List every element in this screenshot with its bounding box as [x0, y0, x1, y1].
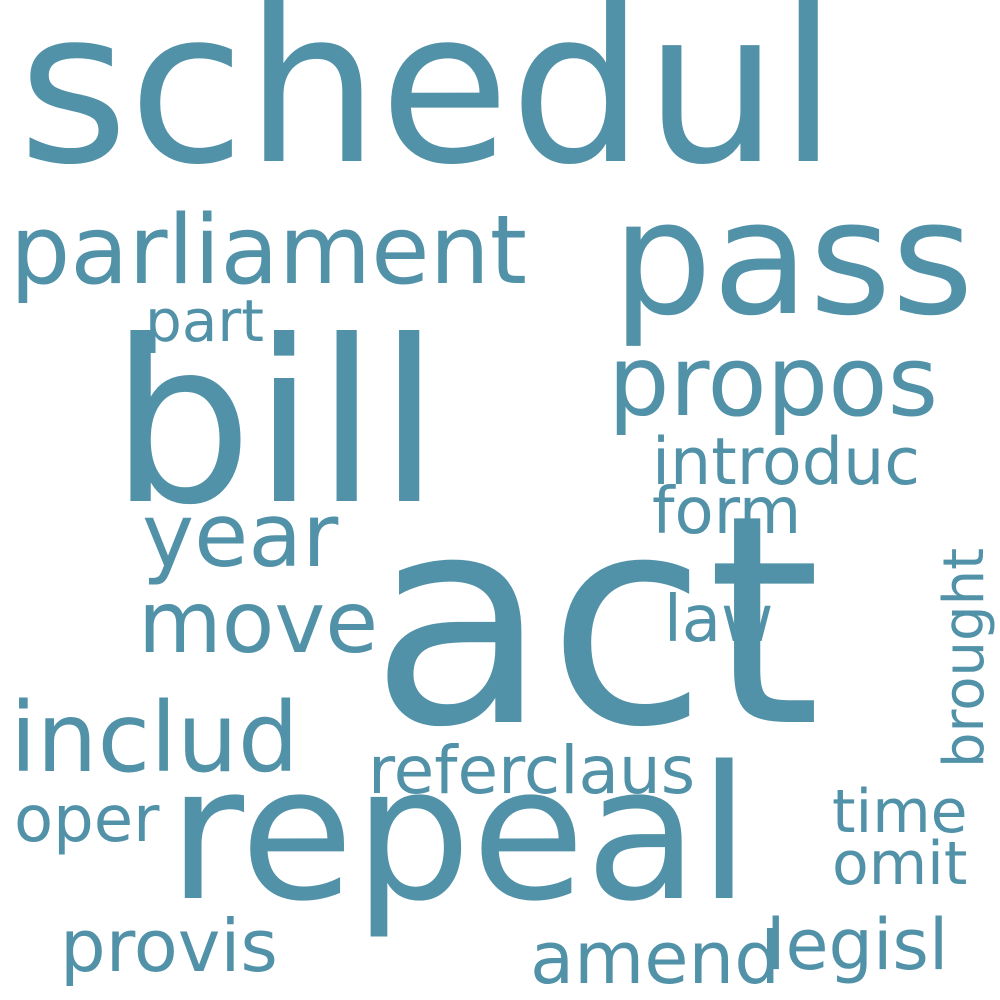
- word-provis: provis: [60, 904, 278, 988]
- word-introduc: introduc: [652, 425, 920, 500]
- word-move: move: [138, 573, 379, 673]
- word-parliament: parliament: [10, 196, 528, 306]
- word-pass: pass: [612, 167, 974, 351]
- word-omit: omit: [832, 829, 968, 899]
- word-year: year: [142, 484, 339, 587]
- word-repeal: repeal: [168, 726, 750, 942]
- word-part: part: [145, 287, 264, 355]
- word-propos: propos: [608, 325, 939, 438]
- word-legisl: legisl: [766, 904, 949, 986]
- word-schedul: schedul: [18, 0, 838, 211]
- word-form: form: [652, 475, 802, 549]
- word-amend: amend: [530, 916, 780, 1000]
- word-law: law: [664, 583, 774, 657]
- word-continu: continu: [0, 372, 18, 694]
- word-brought: brought: [931, 547, 997, 769]
- word-oper: oper: [14, 783, 160, 857]
- word-includ: includ: [10, 682, 299, 794]
- word-bill: bill: [110, 293, 441, 555]
- word-referclaus: referclaus: [368, 732, 696, 809]
- word-act: act: [370, 454, 821, 791]
- word-time: time: [832, 777, 968, 847]
